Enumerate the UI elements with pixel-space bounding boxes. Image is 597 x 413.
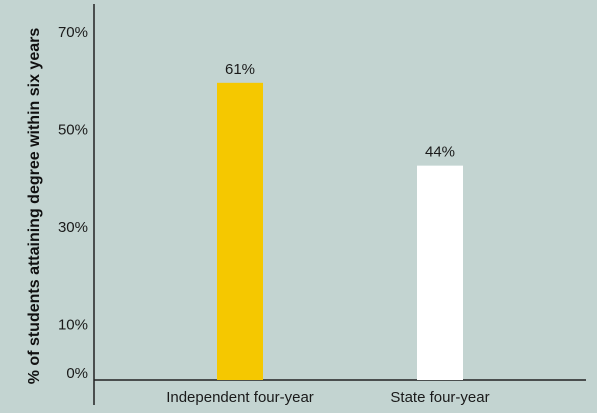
bar bbox=[417, 165, 463, 380]
y-tick-labels: 0% 10% 30% 50% 70% bbox=[58, 24, 88, 382]
y-tick-label: 70% bbox=[58, 24, 88, 41]
category-label: Independent four-year bbox=[166, 389, 314, 406]
bar bbox=[217, 82, 263, 381]
bar-value-label: 44% bbox=[425, 144, 455, 161]
bar-value-label: 61% bbox=[225, 61, 255, 78]
category-labels: Independent four-year State four-year bbox=[166, 389, 489, 406]
y-tick-label: 0% bbox=[66, 365, 88, 382]
bars bbox=[217, 82, 463, 381]
data-labels: 61% 44% bbox=[225, 61, 455, 161]
category-label: State four-year bbox=[390, 389, 489, 406]
y-tick-label: 50% bbox=[58, 121, 88, 138]
y-tick-label: 10% bbox=[58, 316, 88, 333]
y-axis-label: % of students attaining degree within si… bbox=[26, 28, 43, 385]
y-tick-label: 30% bbox=[58, 219, 88, 236]
